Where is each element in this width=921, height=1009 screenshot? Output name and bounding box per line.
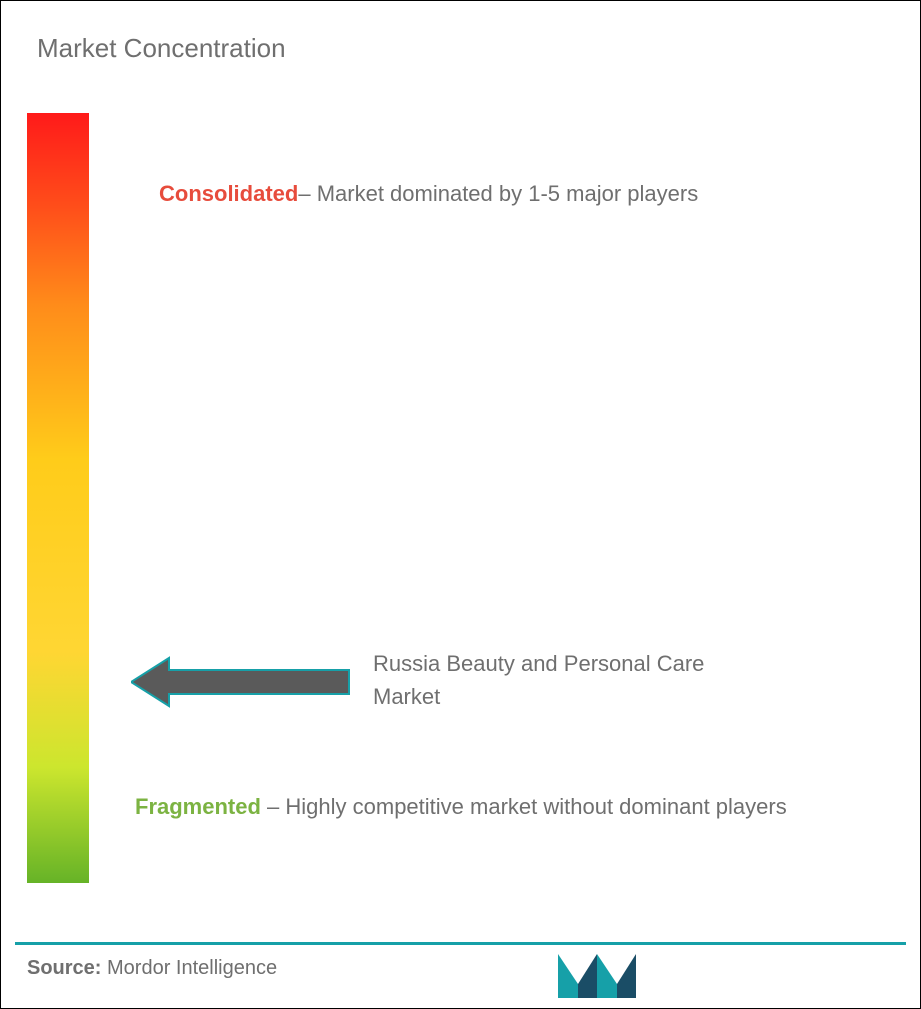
chart-title: Market Concentration bbox=[37, 33, 286, 64]
concentration-gradient-bar bbox=[27, 113, 89, 883]
mordor-logo-icon bbox=[556, 946, 638, 1002]
source-label-bold: Source: bbox=[27, 957, 101, 979]
market-name-label: Russia Beauty and Personal Care Market bbox=[373, 647, 773, 713]
fragmented-description: – Highly competitive market without domi… bbox=[261, 794, 787, 819]
consolidated-label: Consolidated– Market dominated by 1-5 ma… bbox=[159, 179, 698, 210]
consolidated-highlight: Consolidated bbox=[159, 181, 298, 206]
consolidated-description: – Market dominated by 1-5 major players bbox=[298, 181, 698, 206]
market-position-arrow bbox=[131, 656, 351, 708]
footer-divider bbox=[15, 942, 906, 945]
source-label-text: Mordor Intelligence bbox=[101, 957, 277, 979]
fragmented-label: Fragmented – Highly competitive market w… bbox=[135, 787, 787, 827]
chart-container: Market Concentration Consolidated– Marke… bbox=[0, 0, 921, 1009]
source-attribution: Source: Mordor Intelligence bbox=[27, 957, 277, 980]
fragmented-highlight: Fragmented bbox=[135, 794, 261, 819]
